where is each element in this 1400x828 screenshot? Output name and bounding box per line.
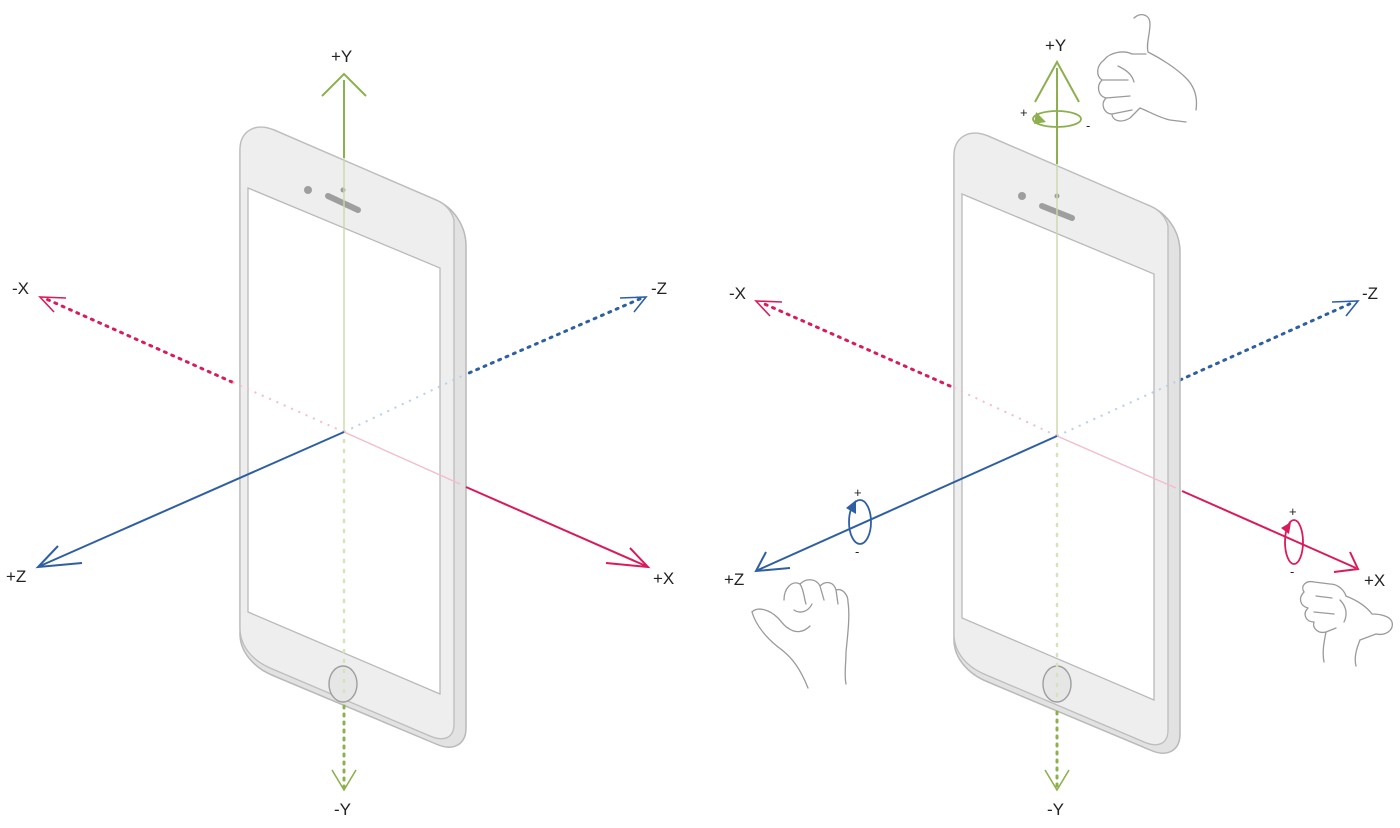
right-phone-device	[953, 132, 1181, 754]
right-pos-y-label: +Y	[1045, 36, 1066, 55]
left-negative-y-axis	[331, 704, 357, 792]
right-neg-y-label: -Y	[1047, 800, 1064, 819]
left-negative-z-axis	[460, 296, 648, 378]
z-rotation-plus: +	[854, 485, 862, 500]
left-neg-y-label: -Y	[334, 800, 351, 819]
left-phone-device	[239, 126, 467, 748]
y-rotation-minus: -	[1086, 118, 1090, 133]
hand-right-z-icon	[751, 579, 850, 689]
home-button	[328, 665, 358, 703]
speaker-grille	[325, 193, 361, 213]
hand-right-x-icon	[1299, 580, 1393, 667]
left-pos-x-label: +X	[653, 569, 674, 588]
y-rotation-arrow-icon	[1032, 110, 1082, 128]
y-rotation-plus: +	[1020, 105, 1028, 120]
right-negative-y-axis	[1044, 710, 1070, 792]
x-rotation-arrow-icon	[1281, 519, 1304, 565]
hand-right-y-icon	[1097, 13, 1198, 123]
left-pos-y-label: +Y	[331, 47, 352, 66]
z-rotation-minus: -	[855, 544, 859, 559]
right-pos-x-label: +X	[1364, 571, 1385, 590]
left-diagram: +Y -Y -X -Z +Z +X	[6, 47, 674, 819]
sensor-dot	[340, 187, 346, 193]
left-pos-z-label: +Z	[6, 567, 26, 586]
right-negative-z-axis	[1178, 300, 1360, 382]
left-positive-z-axis	[35, 431, 345, 569]
right-diagram: + - + - + -	[724, 13, 1393, 819]
x-rotation-plus: +	[1289, 504, 1297, 519]
left-positive-y-axis	[321, 72, 367, 158]
right-neg-z-label: -Z	[1362, 284, 1378, 303]
z-rotation-arrow-icon	[846, 499, 872, 545]
right-positive-z-axis	[754, 435, 1058, 573]
left-negative-x-axis	[38, 296, 234, 384]
right-neg-x-label: -X	[729, 284, 746, 303]
left-neg-z-label: -Z	[651, 279, 667, 298]
right-negative-x-axis	[754, 300, 952, 388]
camera-dot	[1018, 192, 1026, 200]
x-rotation-minus: -	[1290, 564, 1294, 579]
right-pos-z-label: +Z	[724, 570, 744, 589]
camera-dot	[304, 186, 312, 194]
right-positive-x-axis	[1181, 490, 1360, 573]
left-positive-x-axis	[465, 486, 651, 569]
right-positive-y-axis	[1034, 59, 1080, 164]
left-neg-x-label: -X	[12, 279, 29, 298]
